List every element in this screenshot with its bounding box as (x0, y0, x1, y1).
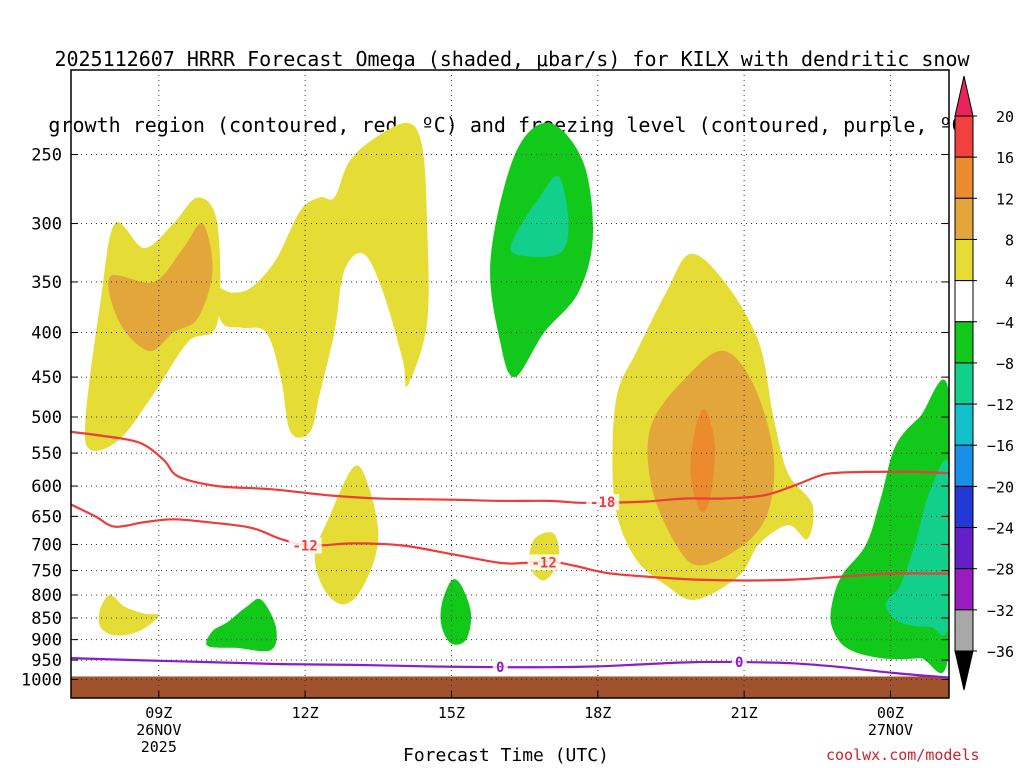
colorbar-max-arrow (954, 75, 974, 117)
freezing-level-label: 0 (496, 660, 504, 676)
x-tick-label: 2025 (141, 738, 177, 756)
colorbar-label: −16 (987, 437, 1014, 455)
y-tick-label: 550 (31, 444, 62, 464)
colorbar: 20 16 12 8 4 −4 −8 −12 −16 −20 −24 −28 −32 −36 (954, 75, 1014, 691)
omega-region-descent-1600-core (510, 175, 569, 257)
y-tick-label: 900 (31, 631, 62, 651)
dgz-contour-label-bg (288, 537, 322, 554)
y-tick-label: 1000 (21, 671, 62, 691)
freezing-level-label: 0 (735, 655, 743, 671)
colorbar-bin (954, 238, 974, 282)
colorbar-label: −8 (996, 355, 1014, 373)
colorbar-bin (954, 403, 974, 446)
x-axis-title: Forecast Time (UTC) (403, 745, 609, 766)
grid-layer (71, 70, 949, 698)
colorbar-bin (954, 485, 974, 529)
y-tick-label: 350 (31, 273, 62, 293)
y-tick-label: 450 (31, 368, 62, 388)
terrain-layer (71, 676, 949, 698)
colorbar-label: −36 (987, 643, 1014, 661)
plot-border (70, 69, 950, 699)
dgz-contour-label: -12 (292, 539, 317, 555)
colorbar-bin (954, 568, 974, 611)
colorbar-label: 20 (996, 108, 1014, 126)
colorbar-bin (954, 156, 974, 199)
omega-shading-layer (84, 122, 949, 673)
colorbar-bin (954, 362, 974, 405)
y-tick-label: 650 (31, 507, 62, 527)
colorbar-bin (954, 527, 974, 570)
omega-region-descent-1500-low (440, 579, 472, 645)
colorbar-bin (954, 444, 974, 487)
dgz-contour-label: -12 (531, 555, 556, 571)
x-tick-label: 00Z (877, 704, 904, 722)
plot-frame (70, 69, 950, 699)
y-tick-label: 400 (31, 324, 62, 344)
freezing-level-label-bg (492, 659, 508, 676)
colorbar-label: −24 (987, 520, 1014, 538)
colorbar-label: −20 (987, 478, 1014, 496)
y-tick-label: 850 (31, 609, 62, 629)
omega-region-ascent-0830-core (108, 223, 213, 352)
y-tick-label: 600 (31, 477, 62, 497)
colorbar-label: −12 (987, 396, 1014, 414)
omega-region-ascent-1300-low (314, 465, 379, 605)
x-tick-label: 09Z (145, 704, 172, 722)
chart-title: 2025112607 HRRR Forecast Omega (shaded, … (0, 4, 1024, 158)
colorbar-label: −28 (987, 561, 1014, 579)
y-tick-label: 300 (31, 215, 62, 235)
dgz-contour-label: -18 (590, 495, 615, 511)
terrain-block (71, 676, 949, 698)
colorbar-label: 12 (996, 190, 1014, 208)
omega-region-ascent-0800-low (98, 594, 159, 636)
omega-region-descent-0000-core (885, 459, 949, 636)
y-tick-label: 750 (31, 562, 62, 582)
y-tick-label: 500 (31, 408, 62, 428)
y-axis: 2503003504004505005506006507007508008509… (21, 146, 949, 691)
x-tick-label: 18Z (584, 704, 611, 722)
colorbar-label: −4 (996, 314, 1014, 332)
y-tick-label: 700 (31, 535, 62, 555)
colorbar-label: −32 (987, 602, 1014, 620)
freezing-level-label-bg (731, 654, 747, 671)
contour-layer: -18 -12 -12 0 0 (71, 430, 949, 679)
colorbar-bin (954, 321, 974, 364)
colorbar-label: 4 (1005, 273, 1014, 291)
chart-title-line-2: growth region (contoured, red, ºC) and f… (48, 113, 976, 137)
colorbar-min-arrow (954, 650, 974, 691)
y-tick-label: 950 (31, 651, 62, 671)
x-tick-label: 15Z (438, 704, 465, 722)
freezing-level-line (71, 657, 949, 679)
dgz-contour-line (71, 503, 949, 582)
x-tick-label: 26NOV (136, 721, 181, 739)
y-tick-label: 800 (31, 586, 62, 606)
colorbar-bin (954, 609, 974, 652)
colorbar-bin (954, 115, 974, 158)
credit-link[interactable]: coolwx.com/models (826, 746, 980, 764)
x-tick-label: 12Z (292, 704, 319, 722)
y-tick-label: 250 (31, 146, 62, 166)
dgz-contour-label-bg (527, 554, 561, 571)
chart-title-line-1: 2025112607 HRRR Forecast Omega (shaded, … (54, 47, 970, 71)
omega-region-ascent-1230 (212, 122, 429, 438)
dgz-contour-label-bg (586, 494, 620, 511)
x-tick-label: 21Z (731, 704, 758, 722)
colorbar-label: 8 (1005, 231, 1014, 249)
omega-region-descent-1030-low (206, 598, 277, 652)
dgz-contour-line (71, 430, 949, 504)
colorbar-label: 16 (996, 149, 1014, 167)
colorbar-bin (954, 197, 974, 240)
x-tick-label: 27NOV (868, 721, 913, 739)
colorbar-bin (954, 280, 974, 323)
